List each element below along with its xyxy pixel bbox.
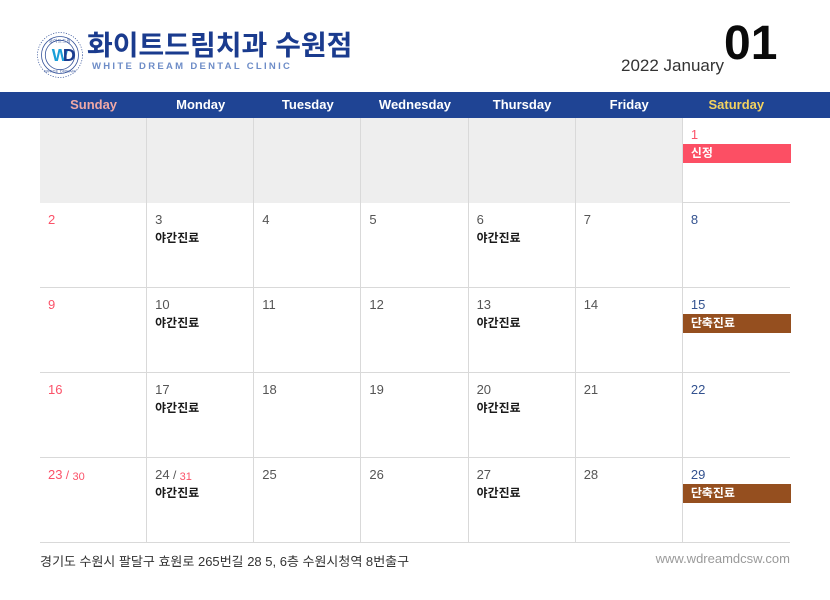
svg-text:D: D — [63, 45, 76, 65]
svg-text:화이트드림: 화이트드림 — [49, 38, 71, 45]
svg-text:WHITE DREAM: WHITE DREAM — [44, 68, 76, 73]
